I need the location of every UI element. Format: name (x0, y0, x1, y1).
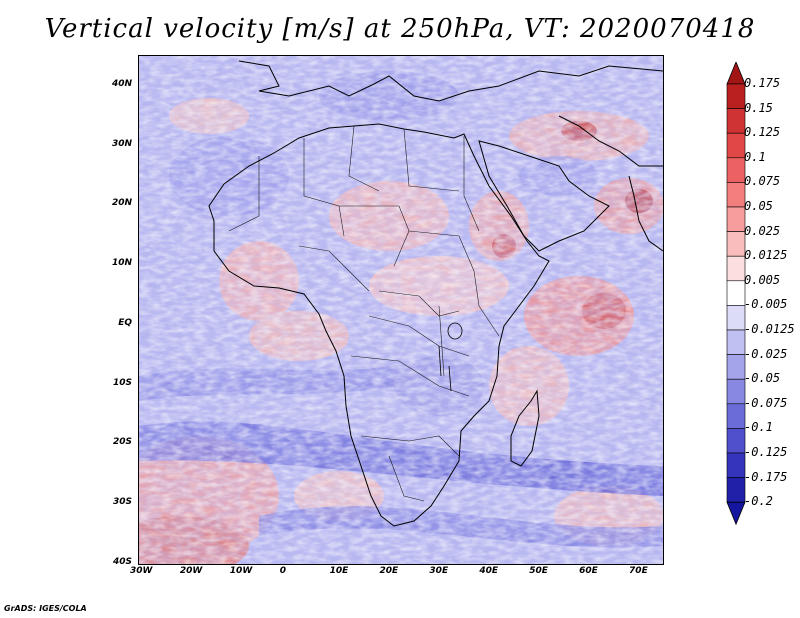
lon-tick-label: 60E (579, 566, 598, 576)
colorbar-tick-label: -0.2 (744, 494, 773, 509)
chart-title: Vertical velocity [m/s] at 250hPa, VT: 2… (44, 14, 756, 44)
colorbar-bin (726, 108, 746, 134)
colorbar-tick-label: 0.125 (744, 125, 781, 140)
colorbar-tick-label: 0.075 (744, 174, 781, 189)
colorbar-tick-label: 0.025 (744, 223, 781, 238)
lat-tick-label: 30N (111, 138, 132, 149)
lon-tick-label: 0 (279, 566, 286, 576)
colorbar-bin (726, 182, 746, 208)
lat-tick-label: EQ (118, 317, 132, 328)
colorbar-bin (726, 255, 746, 282)
field-streaks (139, 56, 663, 564)
lakes (438, 322, 463, 392)
lat-tick-label: 30S (112, 497, 132, 508)
colorbar (726, 62, 746, 526)
colorbar-arrow-top (726, 62, 746, 85)
colorbar-bin (726, 477, 746, 503)
colorbar-tick-label: -0.075 (744, 395, 788, 410)
lat-tick-label: 10N (111, 258, 132, 269)
arabia-coastline (478, 140, 610, 252)
colorbar-bin (726, 403, 746, 429)
colorbar-tick-label: -0.1 (744, 420, 773, 435)
colorbar-bin (726, 280, 746, 306)
colorbar-bin (726, 378, 746, 405)
colorbar-bin (726, 83, 746, 109)
colorbar-bin (726, 206, 746, 232)
colorbar-tick-label: 0.0125 (744, 248, 788, 263)
colorbar-tick-label: -0.005 (744, 297, 788, 312)
iran-coastline (558, 115, 663, 167)
madagascar-coastline (510, 389, 540, 467)
colorbar-bin (726, 354, 746, 380)
colorbar-bin (726, 452, 746, 478)
colorbar-tick-label: 0.175 (744, 76, 781, 90)
lat-tick-label: 40N (111, 78, 132, 89)
colorbar-tick-label: -0.175 (744, 469, 788, 484)
lon-tick-label: 10W (229, 566, 253, 576)
lon-tick-label: 10E (329, 566, 349, 576)
colorbar-bin (726, 157, 746, 183)
colorbar-bin (726, 132, 746, 159)
colorbar-tick-label: -0.0125 (744, 322, 795, 336)
europe-coastline (238, 60, 663, 102)
map-panel[interactable] (138, 55, 664, 565)
lon-tick-label: 20E (379, 566, 399, 576)
lon-tick-label: 40E (479, 566, 499, 576)
colorbar-bin (726, 231, 746, 257)
lon-tick-label: 30W (130, 566, 153, 576)
coastlines (208, 60, 663, 527)
colorbar-bin (726, 329, 746, 355)
colorbar-bin (726, 305, 746, 331)
colorbar-tick-label: -0.05 (744, 371, 781, 386)
lat-tick-label: 20N (111, 198, 132, 209)
africa-coastline (208, 123, 550, 527)
colorbar-tick-label: 0.15 (744, 100, 773, 115)
credit-label: GrADS: IGES/COLA (4, 604, 87, 613)
lat-tick-label: 10S (112, 377, 132, 388)
colorbar-tick-label: -0.025 (744, 346, 788, 361)
lon-tick-label: 20W (179, 566, 203, 576)
india-coastline (628, 175, 663, 252)
lon-tick-label: 50E (529, 566, 548, 576)
colorbar-tick-label: 0.05 (744, 199, 773, 213)
lat-tick-label: 20S (112, 437, 132, 448)
country-borders (228, 125, 500, 502)
lon-tick-label: 70E (629, 566, 648, 576)
lon-tick-label: 30E (429, 566, 449, 576)
colorbar-tick-label: 0.1 (744, 149, 766, 164)
colorbar-tick-label: -0.125 (744, 445, 788, 459)
colorbar-arrow-bottom (726, 501, 746, 526)
colorbar-tick-label: 0.005 (744, 272, 781, 287)
lat-tick-label: 40S (112, 557, 132, 567)
velocity-field-map (139, 56, 663, 564)
colorbar-bin (726, 428, 746, 454)
